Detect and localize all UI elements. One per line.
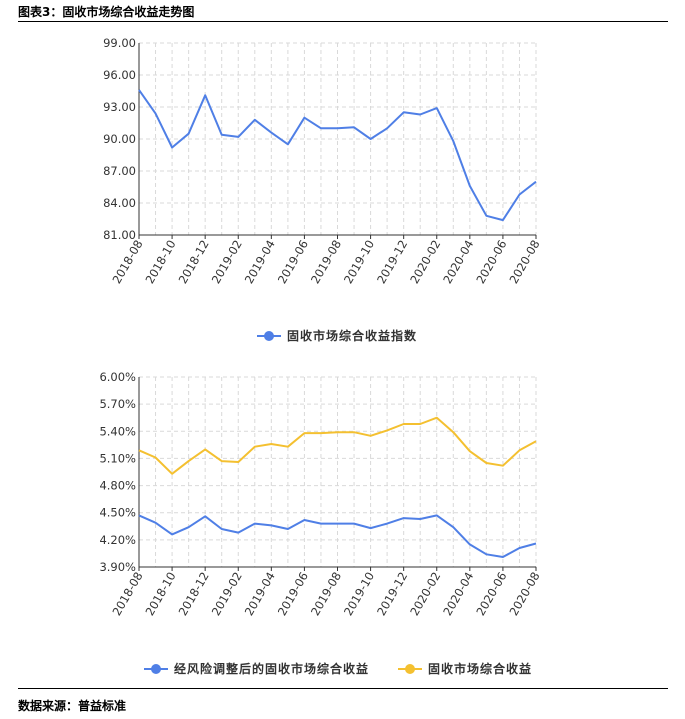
x-tick-label: 2020-02 [407, 570, 443, 619]
legend-label: 固收市场综合收益指数 [287, 328, 417, 343]
x-tick-label: 2018-10 [143, 238, 179, 287]
y-tick-label: 99.00 [103, 36, 136, 50]
y-tick-label: 5.40% [99, 424, 136, 438]
x-tick-label: 2018-10 [143, 570, 179, 619]
x-tick-label: 2019-10 [341, 238, 377, 287]
legend-marker [405, 664, 415, 674]
x-tick-label: 2018-08 [109, 570, 145, 619]
legend-label: 经风险调整后的固收市场综合收益 [174, 661, 369, 676]
y-tick-label: 5.70% [99, 397, 136, 411]
series-line-0 [138, 514, 537, 558]
y-tick-label: 96.00 [103, 68, 136, 82]
x-tick-label: 2019-10 [341, 570, 377, 619]
x-tick-label: 2019-02 [209, 238, 245, 287]
x-tick-label: 2019-08 [308, 570, 344, 619]
legend-marker [264, 331, 274, 341]
x-tick-label: 2020-08 [506, 570, 542, 619]
y-tick-label: 4.80% [99, 479, 136, 493]
x-tick-label: 2018-12 [176, 238, 212, 287]
x-tick-label: 2020-02 [407, 238, 443, 287]
legend-marker [151, 664, 161, 674]
data-source: 数据来源：普益标准 [18, 699, 127, 713]
y-tick-label: 81.00 [103, 228, 136, 242]
x-tick-label: 2019-02 [209, 570, 245, 619]
x-tick-label: 2018-08 [109, 238, 145, 287]
x-tick-label: 2019-06 [275, 570, 311, 619]
x-tick-label: 2019-04 [242, 570, 278, 619]
x-tick-label: 2020-06 [473, 570, 509, 619]
x-tick-label: 2020-06 [473, 237, 509, 286]
y-tick-label: 4.20% [99, 533, 136, 547]
y-tick-label: 4.50% [99, 506, 136, 520]
series-line-0 [138, 89, 537, 222]
y-tick-label: 93.00 [103, 100, 136, 114]
x-tick-label: 2019-12 [374, 570, 410, 619]
x-tick-label: 2019-08 [308, 238, 344, 287]
x-tick-label: 2019-06 [275, 238, 311, 287]
y-tick-label: 6.00% [99, 370, 136, 384]
index-chart: 99.0096.0093.0090.0087.0084.0081.002018-… [103, 36, 543, 343]
x-tick-label: 2019-04 [242, 238, 278, 287]
y-tick-label: 3.90% [99, 560, 136, 574]
top-rule [18, 21, 668, 22]
y-tick-label: 87.00 [103, 164, 136, 178]
y-tick-label: 84.00 [103, 196, 136, 210]
x-tick-label: 2020-04 [440, 238, 476, 287]
y-tick-label: 5.10% [99, 451, 136, 465]
x-tick-label: 2018-12 [176, 570, 212, 619]
legend-label: 固收市场综合收益 [428, 661, 532, 676]
x-tick-label: 2020-04 [440, 570, 476, 619]
yield-chart: 6.00% 5.70% 5.40% 5.10% 4.80% 4.50% 4.20% 3.90%… [99, 370, 542, 676]
x-tick-label: 2019-12 [374, 238, 410, 287]
y-tick-label: 90.00 [103, 132, 136, 146]
figure-title: 图表3：固收市场综合收益走势图 [18, 5, 195, 19]
x-tick-label: 2020-08 [506, 238, 542, 287]
bottom-rule [18, 688, 668, 689]
series-line-1 [138, 416, 537, 475]
